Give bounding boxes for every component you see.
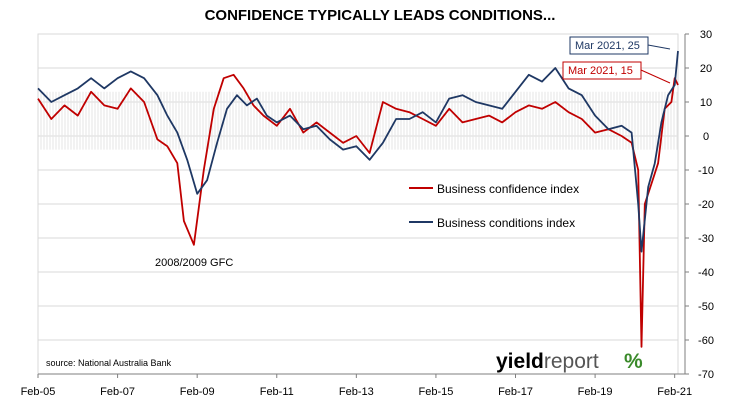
- x-tick-label: Feb-13: [339, 386, 374, 398]
- x-tick-label: Feb-05: [21, 386, 56, 398]
- x-tick-label: Feb-07: [100, 386, 135, 398]
- conditions-callout-leader: [647, 44, 671, 50]
- y-tick-label: 30: [700, 29, 712, 41]
- y-tick-label: -10: [698, 165, 714, 177]
- brand-wordmark: yieldreport: [496, 350, 599, 373]
- x-tick-label: Feb-21: [657, 386, 692, 398]
- y-tick-label: -20: [698, 199, 714, 211]
- conditions-callout-label: Mar 2021, 25: [575, 40, 640, 52]
- y-tick-label: -50: [698, 301, 714, 313]
- y-tick-label: 20: [700, 63, 712, 75]
- brand-text-light: report: [544, 350, 599, 373]
- x-tick-label: Feb-17: [498, 386, 533, 398]
- conditions-callout: Mar 2021, 25: [569, 36, 671, 55]
- gfc-annotation: 2008/2009 GFC: [155, 257, 233, 269]
- y-tick-label: 0: [703, 131, 709, 143]
- x-tick-label: Feb-11: [260, 386, 294, 398]
- series-line-conditions: [37, 50, 679, 253]
- brand-percent-symbol: %: [624, 350, 643, 373]
- confidence-callout-leader: [640, 69, 671, 84]
- chart-title: CONFIDENCE TYPICALLY LEADS CONDITIONS...: [204, 7, 556, 24]
- x-tick-label: Feb-09: [180, 386, 215, 398]
- y-tick-label: -70: [698, 369, 714, 381]
- x-tick-label: Feb-19: [578, 386, 613, 398]
- confidence-callout: Mar 2021, 15: [562, 61, 671, 84]
- y-axis-ticks: 30 20 10 0 -10 -20 -30 -40 -50 -60 -70: [685, 29, 714, 381]
- confidence-callout-label: Mar 2021, 15: [568, 65, 633, 77]
- y-tick-label: -30: [698, 233, 714, 245]
- series-line-confidence: [37, 73, 679, 348]
- grid-lines: [37, 33, 678, 375]
- legend-label-conditions: Business conditions index: [437, 216, 575, 230]
- source-note: source: National Australia Bank: [46, 358, 172, 368]
- y-tick-label: -40: [698, 267, 714, 279]
- series-lines: [37, 50, 679, 348]
- yieldreport-logo: yieldreport %: [496, 350, 643, 373]
- x-tick-label: Feb-15: [418, 386, 453, 398]
- legend: Business confidence index Business condi…: [409, 182, 579, 230]
- brand-text-bold: yield: [496, 350, 544, 373]
- y-tick-label: 10: [700, 97, 712, 109]
- x-axis-ticks: Feb-05 Feb-07 Feb-09 Feb-11 Feb-13 Feb-15 Feb-…: [21, 374, 692, 398]
- legend-label-confidence: Business confidence index: [437, 182, 579, 196]
- y-tick-label: -60: [698, 335, 714, 347]
